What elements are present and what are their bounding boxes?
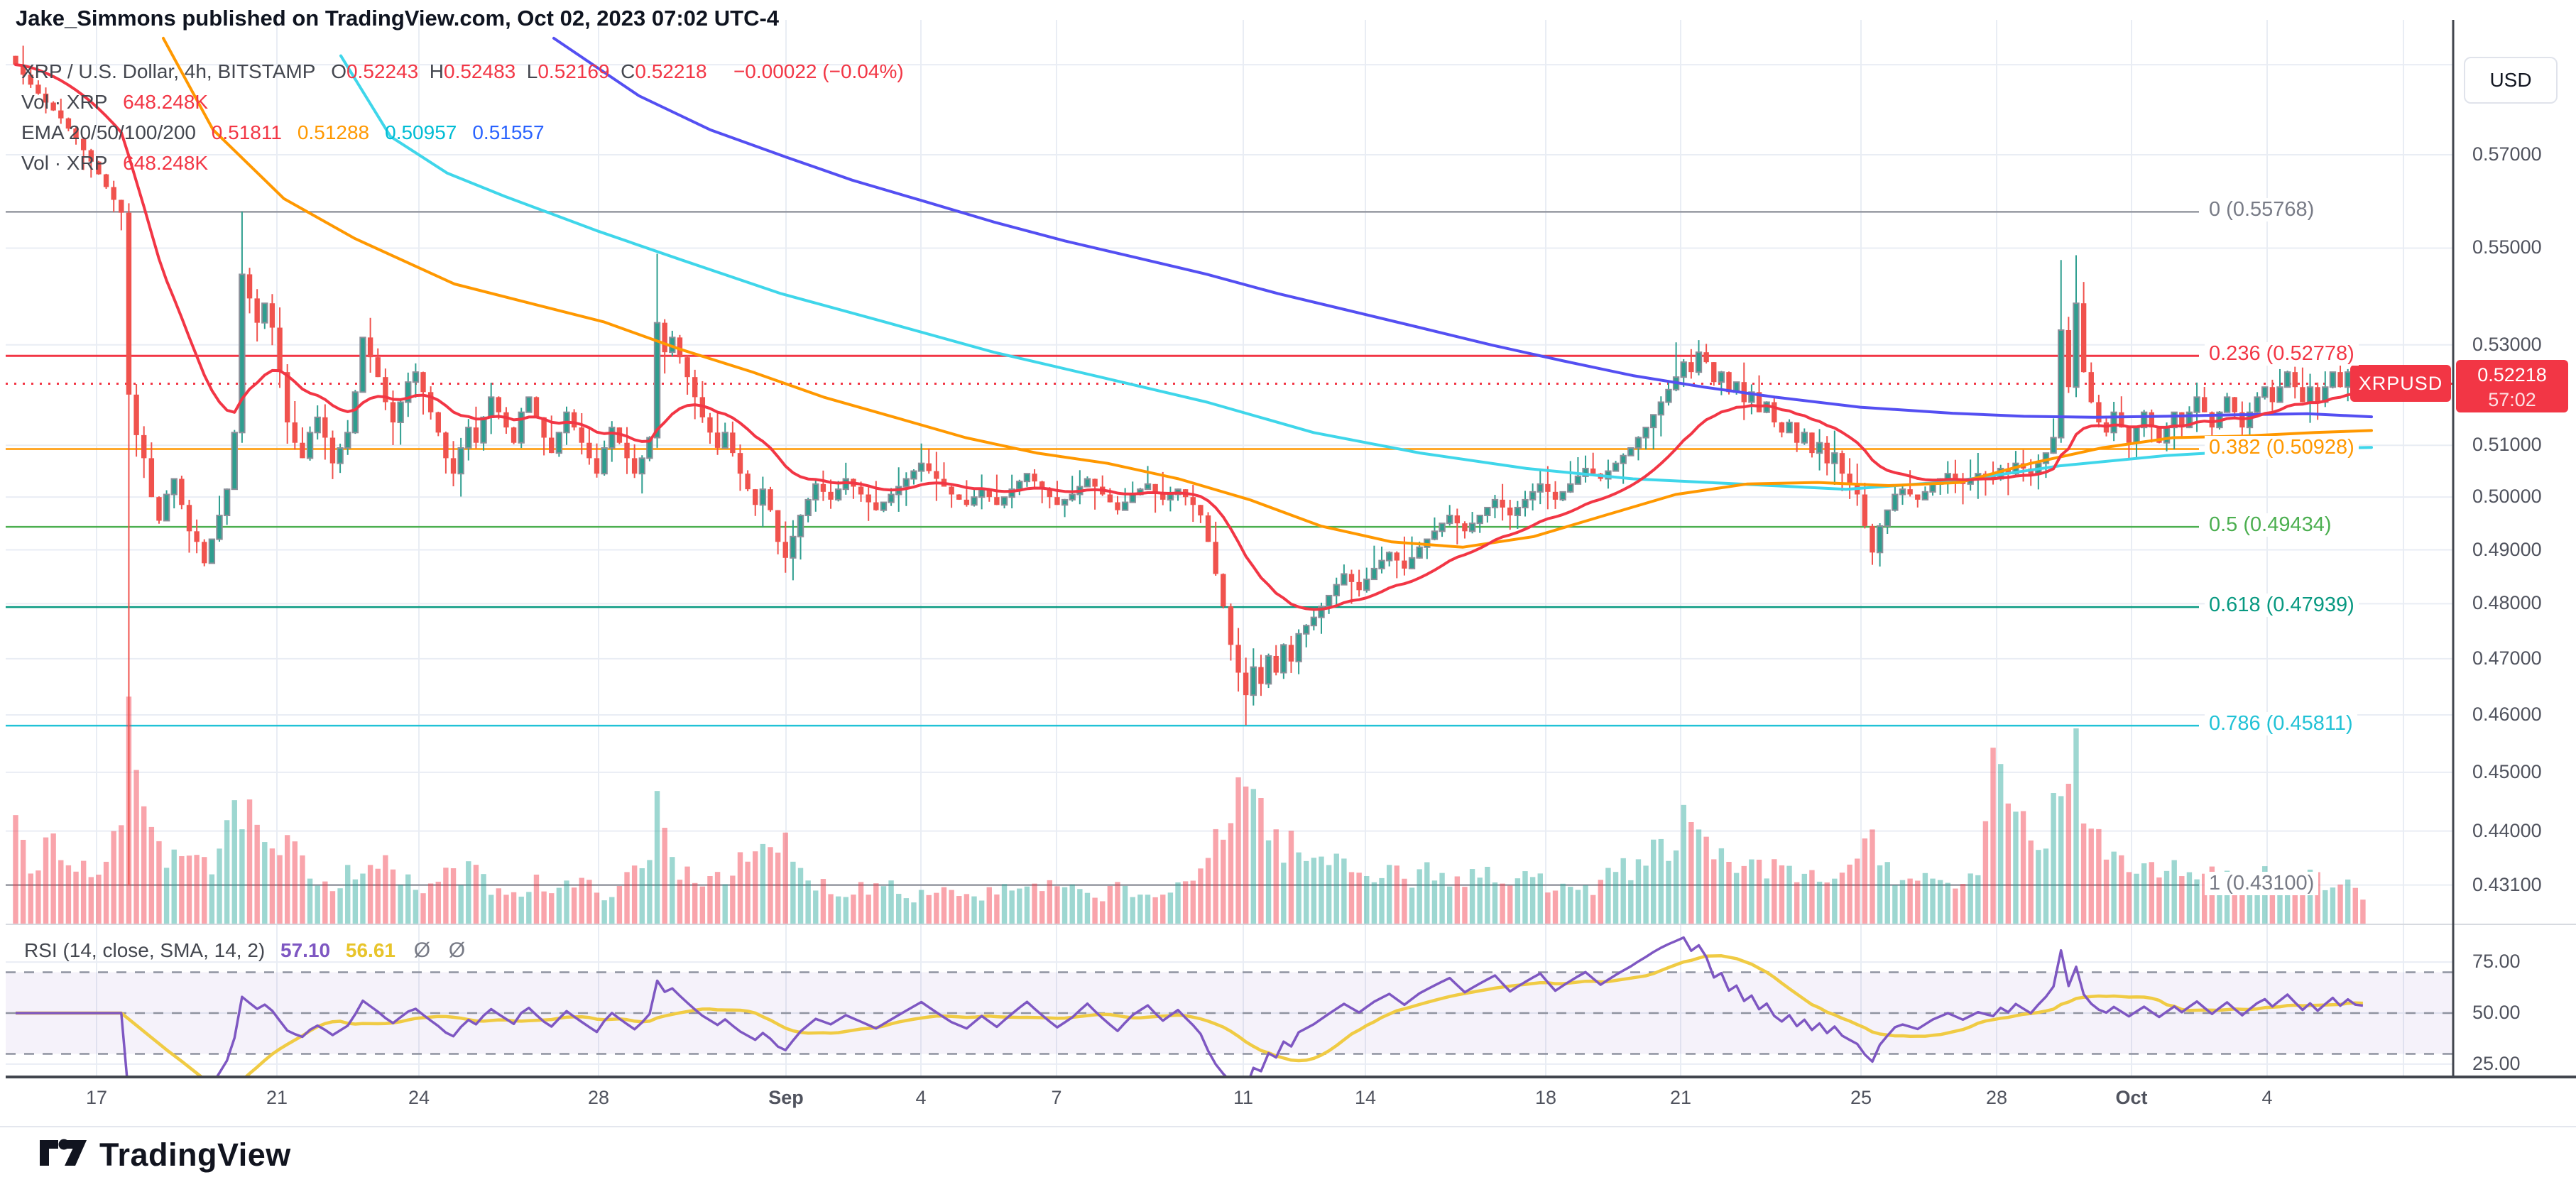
- fib-retracement-lines: [6, 211, 2199, 886]
- fib-label[interactable]: 0.5 (0.49434): [2205, 513, 2336, 537]
- symbol-price-flag: XRPUSD: [2350, 365, 2451, 402]
- time-tick-7: 7: [1051, 1087, 1062, 1108]
- rsi-ma-value: 56.61: [345, 939, 395, 961]
- ema-label: EMA 20/50/100/200: [21, 121, 196, 143]
- rsi-line: [16, 936, 2364, 1076]
- time-tick-14: 14: [1354, 1087, 1377, 1108]
- time-tick-18: 18: [1534, 1087, 1557, 1108]
- ema-legend-row[interactable]: EMA 20/50/100/200 0.51811 0.51288 0.50957 0…: [21, 121, 560, 144]
- rsi-pane: [6, 936, 2453, 1076]
- time-tick-11: 11: [1233, 1087, 1254, 1108]
- time-tick-4: 4: [2261, 1087, 2273, 1108]
- ema-value: 0.51288: [297, 121, 370, 143]
- price-tick: 0.45000: [2472, 760, 2542, 782]
- fib-label[interactable]: 0.618 (0.47939): [2205, 594, 2359, 618]
- fib-label[interactable]: 0.786 (0.45811): [2205, 712, 2357, 736]
- ema20-line: [14, 63, 2364, 611]
- volume-bars: [13, 696, 2366, 924]
- time-tick-17: 17: [85, 1087, 108, 1108]
- volume-legend-row[interactable]: Vol · XRP 648.248K: [21, 91, 208, 114]
- fib-label[interactable]: 1 (0.43100): [2205, 871, 2319, 895]
- price-tick: 0.53000: [2472, 333, 2542, 355]
- price-tick: 0.47000: [2472, 647, 2542, 669]
- ema-value: 0.51811: [211, 121, 282, 143]
- price-tick: 0.48000: [2472, 592, 2542, 614]
- time-tick-sep: Sep: [768, 1087, 804, 1108]
- ema100-line: [339, 54, 2373, 491]
- tradingview-branding[interactable]: TradingView: [38, 1134, 291, 1176]
- ohlc-values: O0.52243 H0.52483 L0.52169 C0.52218: [331, 60, 718, 82]
- time-tick-24: 24: [408, 1087, 430, 1108]
- currency-toggle[interactable]: USD: [2464, 57, 2558, 104]
- ema50-line: [162, 36, 2373, 549]
- last-price: 0.52218: [2477, 364, 2547, 385]
- rsi-value: 57.10: [280, 939, 331, 961]
- ohlc-c: C0.52218: [621, 60, 707, 82]
- volume2-legend-row[interactable]: Vol · XRP 648.248K: [21, 152, 208, 175]
- rsi-tick: 25.00: [2472, 1052, 2521, 1074]
- fib-label[interactable]: 0.236 (0.52778): [2205, 342, 2359, 366]
- ema200-line: [552, 36, 2373, 419]
- fib-label[interactable]: 0 (0.55768): [2205, 198, 2319, 222]
- ema-value: 0.51557: [472, 121, 545, 143]
- price-tick: 0.57000: [2472, 143, 2542, 165]
- time-tick-oct: Oct: [2115, 1087, 2148, 1108]
- last-price-badge: 0.52218 57:02: [2456, 360, 2568, 412]
- time-tick-4: 4: [915, 1087, 927, 1108]
- price-change: −0.00022 (−0.04%): [733, 60, 904, 82]
- tradingview-logo-icon: [40, 1139, 87, 1166]
- time-tick-28: 28: [1985, 1087, 2008, 1108]
- ohlc-h: H0.52483: [429, 60, 516, 82]
- price-tick: 0.43100: [2472, 873, 2542, 895]
- price-tick: 0.50000: [2472, 486, 2542, 508]
- volume-value: 648.248K: [123, 91, 209, 113]
- time-tick-25: 25: [1850, 1087, 1872, 1108]
- price-tick: 0.44000: [2472, 819, 2542, 841]
- candlestick-series: [13, 45, 2366, 885]
- bar-countdown: 57:02: [2488, 389, 2536, 411]
- price-tick: 0.46000: [2472, 704, 2542, 726]
- ohlc-o: O0.52243: [331, 60, 419, 82]
- ema-value: 0.50957: [385, 121, 457, 143]
- price-tick: 0.49000: [2472, 538, 2542, 560]
- publish-header: Jake_Simmons published on TradingView.co…: [16, 6, 780, 31]
- symbol-title: XRP / U.S. Dollar, 4h, BITSTAMP: [21, 60, 316, 82]
- symbol-legend-row[interactable]: XRP / U.S. Dollar, 4h, BITSTAMP O0.52243…: [21, 60, 904, 83]
- volume2-value: 648.248K: [123, 152, 209, 174]
- rsi-ma-line: [16, 954, 2363, 1076]
- rsi-label: RSI (14, close, SMA, 14, 2): [24, 939, 266, 961]
- price-tick: 0.51000: [2472, 434, 2542, 456]
- ohlc-l: L0.52169: [526, 60, 610, 82]
- rsi-legend-row[interactable]: RSI (14, close, SMA, 14, 2) 57.10 56.61 …: [24, 939, 465, 963]
- time-tick-28: 28: [587, 1087, 610, 1108]
- footer-divider: [0, 1126, 2576, 1127]
- ema-values: 0.51811 0.51288 0.50957 0.51557: [212, 121, 560, 143]
- fib-label[interactable]: 0.382 (0.50928): [2205, 435, 2359, 459]
- hide-icon[interactable]: Ø: [413, 939, 431, 962]
- rsi-tick: 50.00: [2472, 1002, 2521, 1023]
- volume-label: Vol · XRP: [21, 91, 108, 113]
- volume2-label: Vol · XRP: [21, 152, 108, 174]
- price-tick: 0.55000: [2472, 236, 2542, 258]
- hide-icon[interactable]: Ø: [448, 939, 466, 962]
- time-tick-21: 21: [266, 1087, 288, 1108]
- rsi-tick: 75.00: [2472, 951, 2521, 973]
- tradingview-logo-text: TradingView: [99, 1137, 291, 1173]
- ema-overlays: [14, 36, 2373, 611]
- time-tick-21: 21: [1669, 1087, 1692, 1108]
